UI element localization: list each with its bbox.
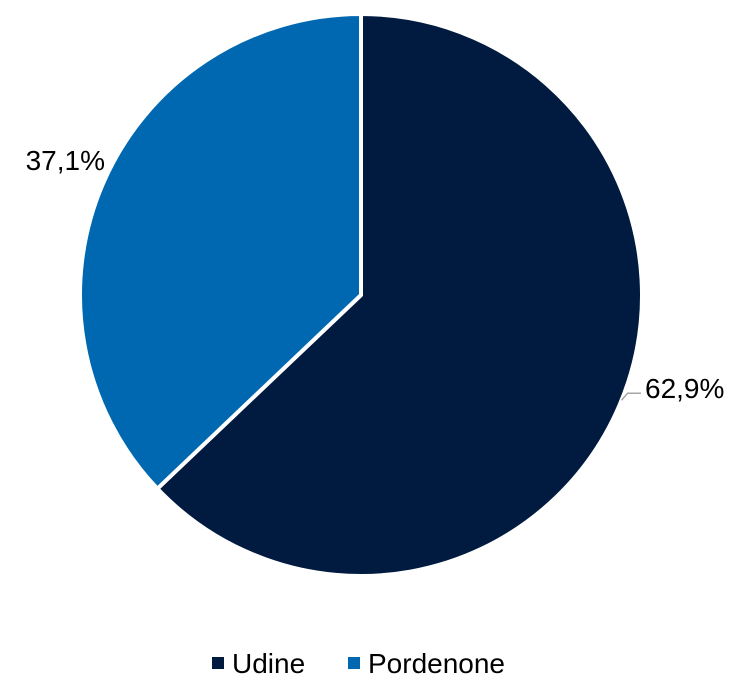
legend-item-pordenone: Pordenone	[348, 648, 505, 679]
legend-swatch-pordenone	[348, 657, 360, 669]
legend-item-udine: Udine	[212, 648, 305, 679]
legend-swatch-udine	[212, 657, 224, 669]
legend: Udine Pordenone	[212, 648, 505, 679]
pie-slices	[78, 12, 644, 578]
data-labels: 62,9% 37,1%	[26, 145, 725, 404]
pie-slice-pordenone	[78, 12, 363, 491]
legend-label-udine: Udine	[232, 648, 305, 679]
data-label-udine: 62,9%	[645, 373, 724, 404]
pie-slice-udine	[155, 12, 644, 578]
leader-line-udine	[620, 392, 641, 401]
legend-label-pordenone: Pordenone	[368, 648, 505, 679]
leader-lines	[620, 392, 641, 401]
data-label-pordenone: 37,1%	[26, 145, 105, 176]
